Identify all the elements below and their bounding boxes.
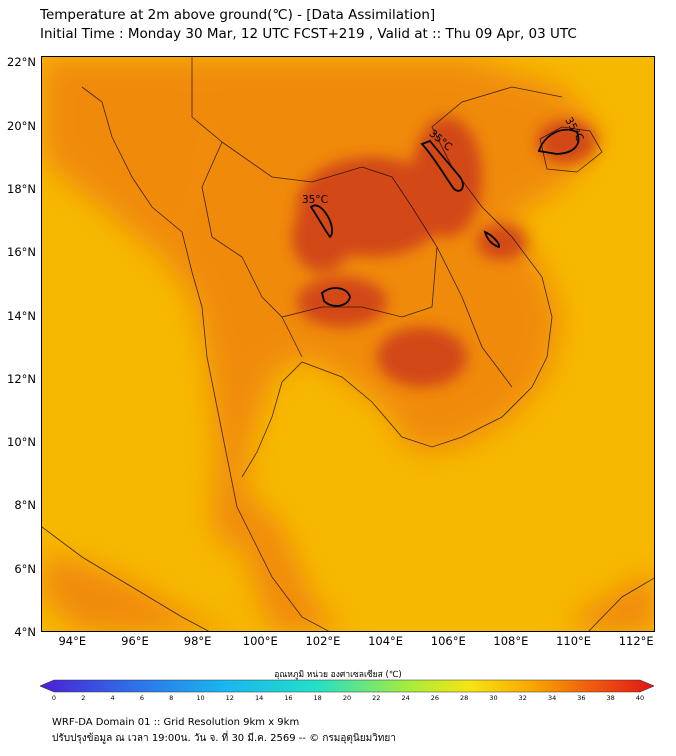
colorbar-tick-label: 36 bbox=[577, 694, 586, 702]
colorbar-tick-label: 14 bbox=[254, 694, 264, 702]
colorbar-tick-label: 4 bbox=[110, 694, 115, 702]
longitude-tick-label: 110°E bbox=[556, 634, 592, 648]
map-panel: 35°C 35°C 35°C bbox=[41, 56, 655, 632]
longitude-tick-label: 104°E bbox=[368, 634, 404, 648]
latitude-tick-label: 22°N bbox=[7, 55, 36, 70]
latitude-tick-label: 10°N bbox=[7, 435, 36, 450]
colorbar-tick-label: 8 bbox=[169, 694, 174, 702]
country-borders bbox=[42, 57, 654, 631]
map-title: Temperature at 2m above ground(℃) - [Dat… bbox=[40, 7, 436, 23]
colorbar-tick-label: 10 bbox=[196, 694, 205, 702]
footer-model-info: WRF-DA Domain 01 :: Grid Resolution 9km … bbox=[52, 717, 300, 728]
colorbar-tick-label: 18 bbox=[313, 694, 322, 702]
longitude-tick-label: 96°E bbox=[121, 634, 149, 648]
colorbar-tick-label: 28 bbox=[460, 694, 469, 702]
latitude-tick-label: 20°N bbox=[7, 118, 36, 133]
colorbar-tick-label: 12 bbox=[225, 694, 234, 702]
latitude-tick-label: 14°N bbox=[7, 308, 36, 323]
colorbar-tick-label: 24 bbox=[401, 694, 410, 702]
colorbar-tick-label: 26 bbox=[430, 694, 440, 702]
longitude-tick-label: 108°E bbox=[493, 634, 529, 648]
longitude-tick-label: 106°E bbox=[430, 634, 466, 648]
hot-temperature-field bbox=[292, 117, 597, 387]
longitude-tick-label: 100°E bbox=[242, 634, 278, 648]
temperature-map: 35°C 35°C 35°C bbox=[42, 57, 654, 631]
latitude-tick-label: 4°N bbox=[14, 625, 36, 639]
colorbar-tick-label: 34 bbox=[547, 694, 557, 702]
colorbar-tick-label: 0 bbox=[51, 694, 57, 702]
map-subtitle: Initial Time : Monday 30 Mar, 12 UTC FCS… bbox=[40, 26, 577, 42]
longitude-tick-label: 112°E bbox=[618, 634, 654, 648]
latitude-tick-label: 8°N bbox=[14, 498, 36, 513]
longitude-tick-label: 94°E bbox=[58, 634, 87, 648]
colorbar-tick-label: 2 bbox=[81, 694, 86, 702]
latitude-tick-label: 12°N bbox=[7, 371, 36, 386]
colorbar-tick-label: 32 bbox=[518, 694, 527, 702]
colorbar-tick-label: 20 bbox=[342, 694, 352, 702]
colorbar-tick-label: 40 bbox=[635, 694, 645, 702]
contour-35c-lines bbox=[309, 128, 580, 307]
colorbar-tick-label: 16 bbox=[284, 694, 293, 702]
colorbar-tick-label: 22 bbox=[372, 694, 381, 702]
colorbar-tick-label: 38 bbox=[606, 694, 615, 702]
temperature-colorbar bbox=[40, 679, 654, 693]
contour-label: 35°C bbox=[302, 194, 328, 206]
longitude-tick-label: 98°E bbox=[183, 634, 212, 648]
colorbar-tick-label: 6 bbox=[139, 694, 144, 702]
footer-update-info: ปรับปรุงข้อมูล ณ เวลา 19:00น. วัน จ. ที่… bbox=[52, 733, 396, 744]
latitude-tick-label: 16°N bbox=[7, 245, 36, 260]
latitude-tick-label: 6°N bbox=[14, 561, 36, 576]
latitude-tick-label: 18°N bbox=[7, 181, 36, 196]
colorbar-tick-label: 30 bbox=[489, 694, 498, 702]
longitude-tick-label: 102°E bbox=[305, 634, 341, 648]
colorbar-title: อุณหภูมิ หน่วย องศาเซลเซียส (℃) bbox=[274, 670, 402, 680]
